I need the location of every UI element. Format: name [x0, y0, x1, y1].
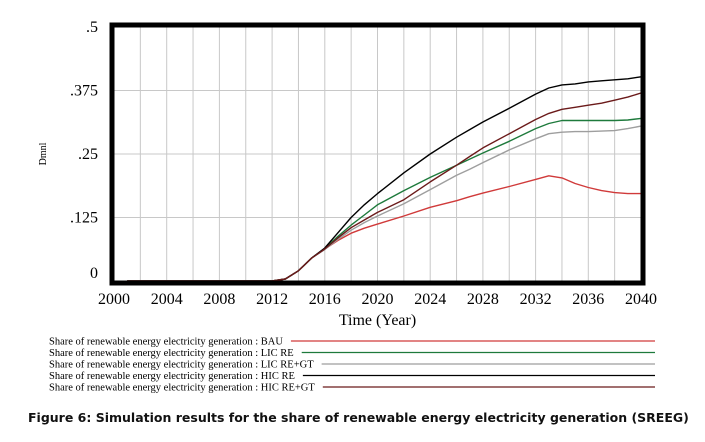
legend-label: Share of renewable energy electricity ge… [49, 360, 314, 371]
y-tick-label: .375 [70, 83, 98, 100]
x-tick-label: 2004 [151, 291, 183, 308]
series-line-2 [127, 125, 642, 282]
y-tick-label: .25 [78, 146, 98, 163]
legend-label: Share of renewable energy electricity ge… [49, 348, 294, 359]
x-tick-label: 2000 [98, 291, 130, 308]
x-axis: 2000 2004 2008 2012 2016 2020 2024 2028 2032 2036… [98, 291, 657, 308]
grid [114, 27, 641, 281]
x-tick-label: 2036 [572, 291, 604, 308]
y-tick-label: .125 [70, 210, 98, 227]
y-tick-label: 0 [90, 265, 98, 282]
x-tick-label: 2020 [362, 291, 394, 308]
x-tick-label: 2040 [625, 291, 657, 308]
figure-caption: Figure 6: Simulation results for the sha… [28, 410, 689, 425]
x-tick-label: 2008 [203, 291, 235, 308]
x-tick-label: 2024 [414, 291, 446, 308]
x-tick-label: 2012 [256, 291, 288, 308]
plot-frame [109, 22, 646, 286]
legend-label: Share of renewable energy electricity ge… [49, 337, 283, 348]
series-lines [127, 76, 642, 282]
x-axis-title: Time (Year) [339, 312, 416, 329]
y-axis-title: Dmnl [38, 142, 49, 165]
x-tick-label: 2028 [467, 291, 499, 308]
x-tick-label: 2032 [520, 291, 552, 308]
legend: Share of renewable energy electricity ge… [49, 337, 655, 394]
x-tick-label: 2016 [309, 291, 341, 308]
y-axis: 0 .125 .25 .375 .5 [70, 19, 98, 282]
y-tick-label: .5 [86, 19, 98, 36]
series-line-4 [127, 92, 642, 282]
line-chart: 0.125.25.375.5 2000 2004 2008 2012 2016 2020 2… [38, 19, 657, 394]
legend-label: Share of renewable energy electricity ge… [49, 371, 295, 382]
series-line-0 [127, 175, 641, 282]
series-line-1 [127, 117, 642, 282]
legend-label: Share of renewable energy electricity ge… [49, 383, 315, 394]
